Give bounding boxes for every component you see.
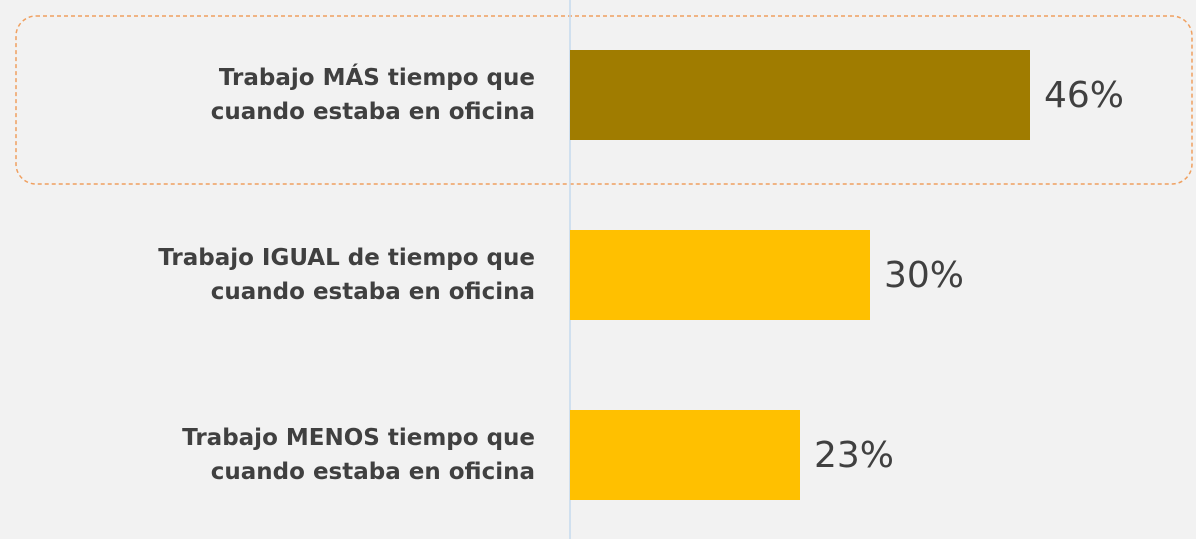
- value-label: 23%: [814, 435, 894, 476]
- category-label: Trabajo MENOS tiempo que cuando estaba e…: [182, 425, 535, 485]
- value-label: 46%: [1044, 75, 1124, 116]
- category-label: Trabajo IGUAL de tiempo que cuando estab…: [158, 245, 535, 305]
- category-label: Trabajo MÁS tiempo que cuando estaba en …: [210, 65, 535, 125]
- value-label: 30%: [884, 255, 964, 296]
- highlight-box: [15, 15, 1193, 185]
- bar: [570, 50, 1030, 140]
- bar: [570, 230, 870, 320]
- bar: [570, 410, 800, 500]
